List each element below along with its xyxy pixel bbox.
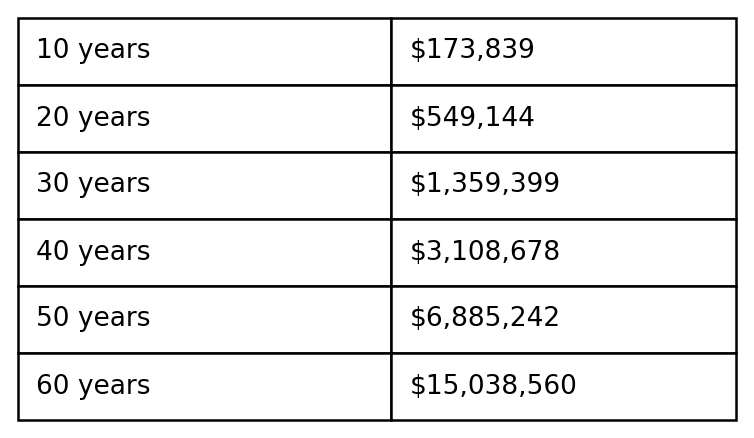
Text: 30 years: 30 years <box>36 173 151 198</box>
Bar <box>391 286 736 353</box>
Bar <box>391 152 736 219</box>
Bar <box>391 219 736 286</box>
Text: $3,108,678: $3,108,678 <box>409 240 560 265</box>
Text: $173,839: $173,839 <box>409 39 535 64</box>
Bar <box>391 353 736 420</box>
Text: 20 years: 20 years <box>36 106 151 131</box>
Bar <box>391 85 736 152</box>
Bar <box>18 18 391 85</box>
Bar <box>18 353 391 420</box>
Text: 60 years: 60 years <box>36 374 151 399</box>
Text: $6,885,242: $6,885,242 <box>409 307 560 332</box>
Bar <box>18 286 391 353</box>
Text: 10 years: 10 years <box>36 39 151 64</box>
Text: 50 years: 50 years <box>36 307 151 332</box>
Text: 40 years: 40 years <box>36 240 151 265</box>
Text: $15,038,560: $15,038,560 <box>409 374 578 399</box>
Bar <box>391 18 736 85</box>
Bar <box>18 85 391 152</box>
Bar <box>18 152 391 219</box>
Text: $549,144: $549,144 <box>409 106 535 131</box>
Bar <box>18 219 391 286</box>
Text: $1,359,399: $1,359,399 <box>409 173 560 198</box>
